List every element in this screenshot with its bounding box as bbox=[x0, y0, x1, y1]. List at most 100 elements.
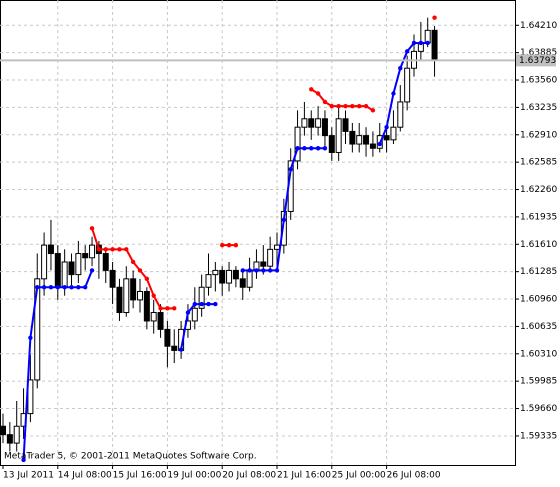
candle-body bbox=[226, 269, 233, 284]
candle-body bbox=[260, 261, 267, 267]
y-tick-label: 1.59985 bbox=[520, 377, 557, 387]
indicator-dot bbox=[178, 347, 184, 352]
x-tick-label: 19 Jul 00:00 bbox=[167, 471, 221, 481]
candle-body bbox=[212, 269, 219, 276]
candle-body bbox=[47, 244, 54, 255]
y-tick-label: 1.59335 bbox=[520, 431, 557, 441]
indicator-dot bbox=[267, 268, 273, 273]
indicator-dot bbox=[315, 91, 321, 96]
candle-body bbox=[34, 278, 41, 381]
indicator-dot bbox=[336, 103, 341, 109]
indicator-dot bbox=[432, 15, 437, 20]
candle-body bbox=[191, 307, 198, 322]
candle-body bbox=[246, 269, 253, 288]
indicator-dot bbox=[130, 259, 136, 265]
candle-body bbox=[205, 274, 212, 288]
candle-body bbox=[198, 286, 205, 309]
indicator-dot bbox=[391, 91, 396, 96]
indicator-dot bbox=[89, 226, 95, 231]
candle-body bbox=[342, 118, 349, 132]
y-tick-label: 1.62260 bbox=[520, 185, 557, 195]
indicator-dot bbox=[315, 146, 321, 151]
candle-body bbox=[232, 269, 239, 280]
candle-body bbox=[157, 312, 164, 330]
x-tick-label: 20 Jul 08:00 bbox=[222, 471, 276, 481]
candle-body bbox=[383, 135, 390, 141]
indicator-dot bbox=[103, 247, 108, 252]
candle-body bbox=[308, 118, 315, 128]
indicator-dot bbox=[110, 247, 115, 252]
x-tick-label: 13 Jul 2011 bbox=[3, 471, 54, 481]
candle-body bbox=[116, 286, 123, 314]
x-tick-label: 25 Jul 00:00 bbox=[332, 471, 386, 481]
indicator-dot bbox=[357, 103, 362, 109]
candle-body bbox=[349, 130, 356, 145]
y-tick-label: 1.61610 bbox=[520, 240, 557, 250]
candle-body bbox=[239, 278, 246, 288]
y-tick-label: 1.60960 bbox=[520, 295, 557, 305]
indicator-dot bbox=[117, 247, 122, 252]
candle-body bbox=[109, 269, 116, 288]
indicator-dot bbox=[254, 268, 259, 273]
y-tick-label: 1.63885 bbox=[520, 48, 557, 58]
copyright: MetaTrader 5, © 2001-2011 MetaQuotes Sof… bbox=[4, 452, 257, 462]
candle-body bbox=[404, 67, 411, 103]
indicator-dot bbox=[69, 285, 74, 290]
indicator-dot bbox=[172, 306, 177, 311]
indicator-dot bbox=[21, 457, 26, 463]
candle-body bbox=[137, 290, 143, 301]
indicator-dot bbox=[213, 301, 218, 307]
y-tick-label: 1.62910 bbox=[520, 130, 557, 140]
indicator-dot bbox=[309, 87, 314, 92]
candle-body bbox=[356, 135, 363, 145]
x-tick-label: 21 Jul 16:00 bbox=[277, 471, 331, 481]
candle-body bbox=[102, 253, 109, 271]
indicator-dot bbox=[261, 268, 266, 273]
candle-body bbox=[75, 253, 82, 276]
candle-body bbox=[82, 253, 89, 259]
y-tick-label: 1.62585 bbox=[520, 158, 557, 168]
candle-body bbox=[61, 261, 68, 288]
candle-body bbox=[164, 328, 171, 347]
current-price-label: 1.63793 bbox=[519, 56, 556, 66]
indicator-dot bbox=[370, 108, 376, 113]
indicator-dot bbox=[151, 293, 156, 298]
indicator-dot bbox=[302, 146, 307, 151]
candle-body bbox=[335, 118, 342, 153]
candle-body bbox=[89, 244, 96, 259]
indicator-dot bbox=[192, 301, 197, 307]
indicator-dot bbox=[240, 268, 245, 273]
x-tick-label: 15 Jul 16:00 bbox=[113, 471, 167, 481]
plot-frame bbox=[0, 0, 516, 466]
x-tick-label: 14 Jul 08:00 bbox=[58, 471, 112, 481]
candle-body bbox=[321, 118, 328, 137]
candle-body bbox=[150, 312, 157, 322]
candle-body bbox=[431, 29, 438, 61]
indicator-dot bbox=[322, 146, 328, 151]
candle-body bbox=[390, 126, 397, 141]
candle-body bbox=[315, 118, 322, 128]
indicator-dot bbox=[28, 335, 33, 340]
y-tick-label: 1.63235 bbox=[520, 103, 557, 113]
indicator-dot bbox=[137, 268, 143, 273]
indicator-dot bbox=[220, 242, 225, 248]
current-price-box bbox=[516, 54, 556, 67]
candle-body bbox=[267, 248, 274, 267]
candle-body bbox=[294, 126, 301, 162]
candle-body bbox=[54, 253, 61, 288]
indicator-dot bbox=[96, 247, 102, 252]
indicator-dot bbox=[226, 242, 232, 248]
candle-body bbox=[6, 434, 13, 444]
indicator-dot bbox=[48, 285, 54, 290]
candle-body bbox=[369, 143, 376, 149]
y-tick-label: 1.63560 bbox=[520, 76, 557, 86]
candle-body bbox=[301, 118, 308, 128]
indicator-dot bbox=[384, 125, 389, 130]
indicator-dot bbox=[199, 301, 204, 307]
indicator-dot bbox=[144, 276, 150, 282]
y-tick-label: 1.60635 bbox=[520, 322, 557, 332]
indicator-dot bbox=[425, 40, 430, 46]
indicator-dot bbox=[89, 268, 95, 273]
y-tick-label: 1.61285 bbox=[520, 267, 557, 277]
indicator-dot bbox=[411, 40, 417, 46]
